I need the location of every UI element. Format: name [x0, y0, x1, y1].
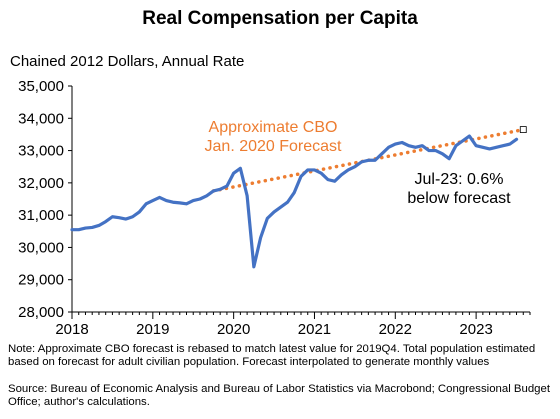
x-tick-label: 2020 — [217, 321, 250, 338]
y-tick-label: 32,000 — [18, 175, 64, 192]
y-axis-units-label: Chained 2012 Dollars, Annual Rate — [10, 53, 245, 70]
chart-source: Source: Bureau of Economic Analysis and … — [8, 383, 550, 409]
forecast-end-marker — [519, 126, 527, 133]
y-tick-label: 30,000 — [18, 239, 64, 256]
series-layer — [70, 126, 527, 269]
x-tick-label: 2022 — [379, 321, 412, 338]
cbo-forecast-label: Approximate CBO — [209, 119, 338, 136]
y-tick-label: 33,000 — [18, 143, 64, 160]
annotations-layer: Approximate CBO Jan. 2020 Forecast Jul-23:… — [205, 119, 512, 207]
series-real-compensation-line — [70, 134, 519, 269]
x-tick-label: 2018 — [55, 321, 88, 338]
x-tick-label: 2019 — [136, 321, 169, 338]
chart-note: Note: Approximate CBO forecast is rebase… — [8, 343, 536, 369]
y-tick-label: 35,000 — [18, 78, 64, 95]
gap-annotation-label: below forecast — [407, 190, 511, 207]
y-tick-label: 34,000 — [18, 110, 64, 127]
x-tick-label: 2021 — [298, 321, 331, 338]
y-axis-ticks: 28,000 29,000 30,000 31,000 32,000 33,000 34,0… — [18, 78, 72, 321]
y-tick-label: 31,000 — [18, 207, 64, 224]
chart-title: Real Compensation per Capita — [142, 8, 418, 29]
x-tick-label: 2023 — [459, 321, 492, 338]
y-tick-label: 29,000 — [18, 272, 64, 289]
y-tick-label: 28,000 — [18, 304, 64, 321]
x-axis-ticks: 2018 2019 2020 2021 2022 2023 — [55, 312, 531, 338]
gap-annotation-label: Jul-23: 0.6% — [415, 171, 504, 188]
cbo-forecast-label: Jan. 2020 Forecast — [205, 138, 343, 155]
